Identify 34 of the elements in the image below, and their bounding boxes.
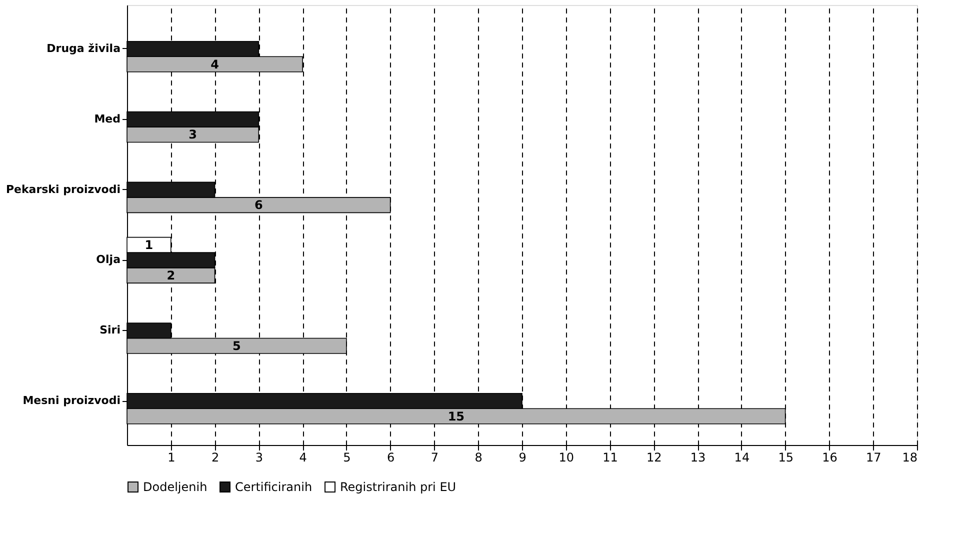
x-tick-label: 8 — [474, 450, 482, 464]
data-label: 3 — [188, 128, 198, 142]
data-label: 2 — [166, 268, 176, 282]
y-tick-label: Siri — [100, 324, 120, 337]
data-label: 4 — [210, 57, 219, 72]
x-tick-label: 1 — [168, 450, 176, 464]
y-tick-label: Druga živila — [46, 42, 120, 55]
x-tick-label: 3 — [255, 450, 263, 464]
legend-label: Registriranih pri EU — [340, 480, 456, 494]
data-label: 5 — [232, 338, 241, 353]
x-tick-label: 15 — [778, 450, 794, 464]
x-tick-label: 4 — [299, 450, 307, 464]
x-tick-label: 2 — [211, 450, 220, 464]
x-tick-label: 13 — [690, 450, 706, 464]
legend-label: Dodeljenih — [143, 480, 208, 494]
data-label: 6 — [254, 198, 263, 212]
y-tick-label: Med — [94, 112, 120, 126]
x-tick-label: 6 — [387, 450, 395, 464]
x-tick-label: 18 — [902, 450, 918, 464]
x-tick-label: 9 — [518, 450, 526, 464]
x-tick-label: 12 — [646, 450, 662, 464]
x-tick-label: 5 — [343, 450, 351, 464]
x-tick-label: 17 — [866, 450, 882, 464]
x-tick-label: 10 — [558, 450, 574, 464]
x-tick-label: 7 — [430, 450, 439, 464]
legend-label: Certificiranih — [235, 480, 312, 494]
data-label: 15 — [448, 409, 465, 424]
data-label: 1 — [144, 238, 154, 252]
x-tick-label: 16 — [822, 450, 838, 464]
x-tick-label: 14 — [734, 450, 750, 464]
y-tick-label: Mesni proizvodi — [22, 394, 120, 407]
x-tick-label: 11 — [602, 450, 618, 464]
y-tick-label: Pekarski proizvodi — [6, 182, 120, 196]
y-tick-label: Olja — [96, 253, 120, 266]
